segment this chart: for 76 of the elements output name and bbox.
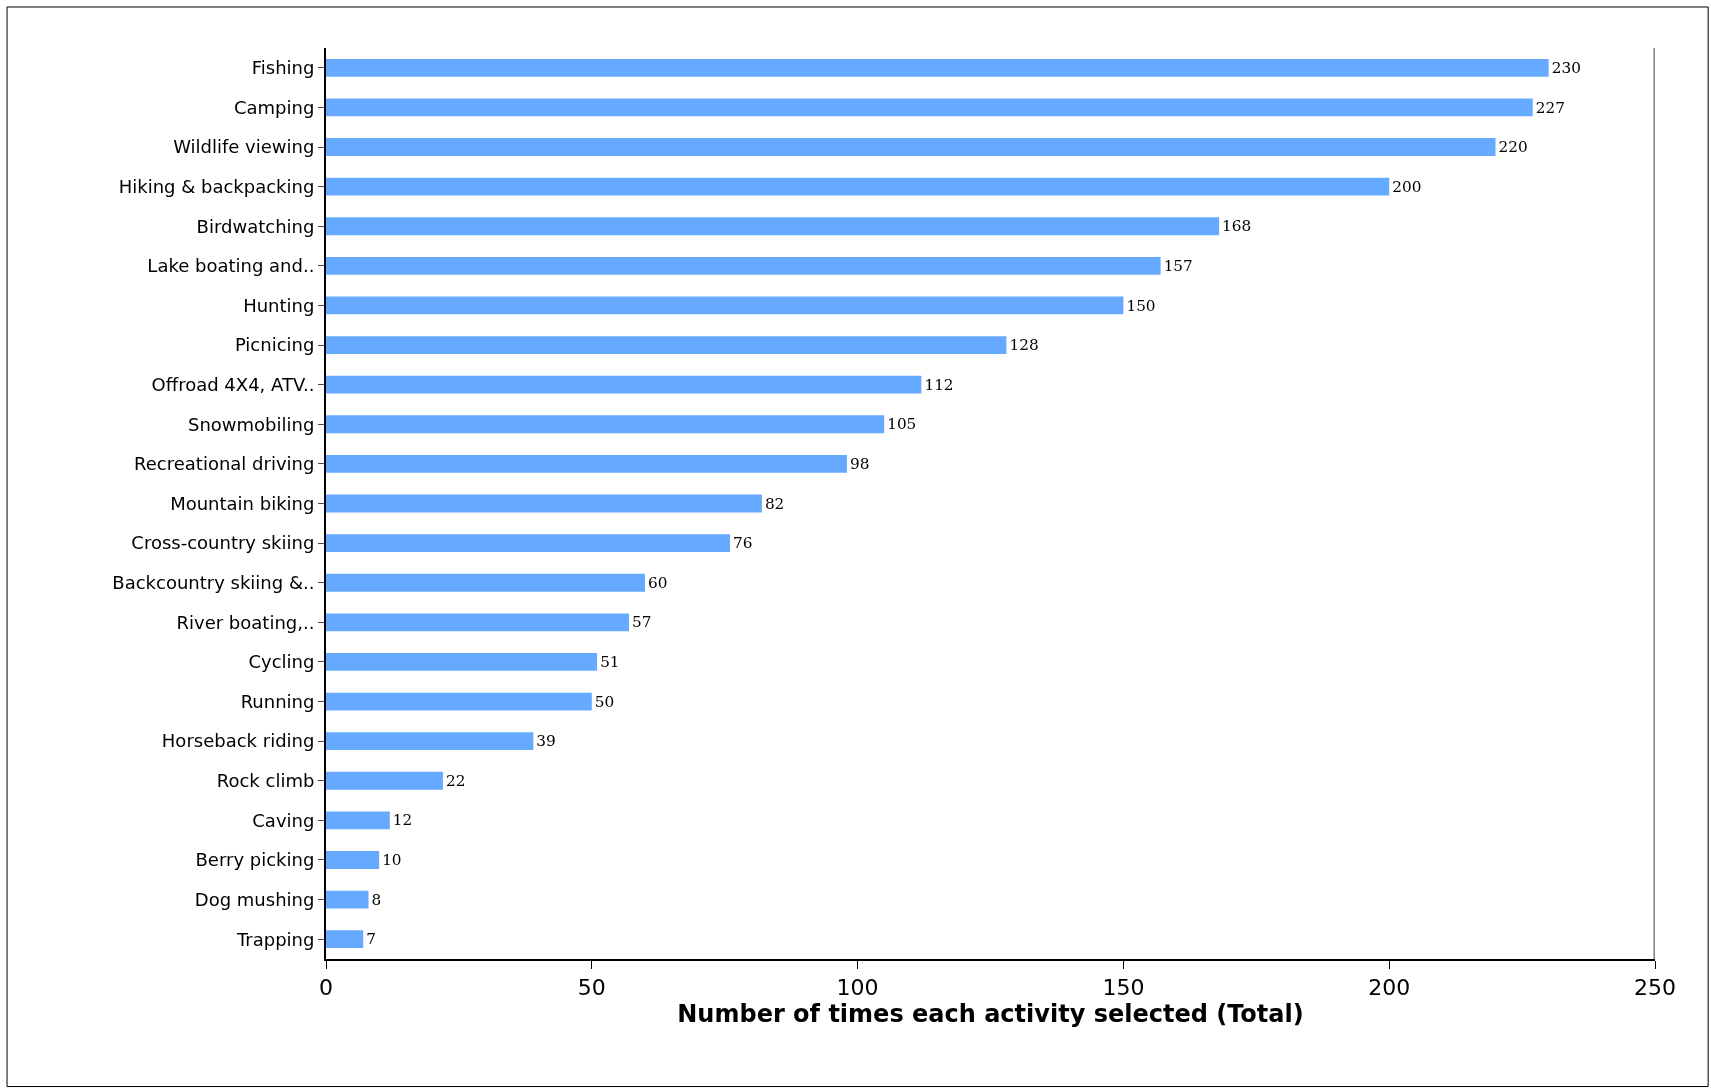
bar [326,653,598,671]
data-label: 39 [536,732,556,751]
bar [326,256,1161,275]
y-tick-label: Backcountry skiing &.. [112,572,315,594]
bar [326,534,731,553]
y-tick-label: Camping [233,96,315,118]
y-tick-label: Birdwatching [196,215,315,237]
data-label: 227 [1535,98,1565,117]
data-label: 8 [371,890,382,909]
x-tick-label: 250 [1634,975,1676,1001]
y-tick-label: Horseback riding [161,730,315,752]
y-tick-label: Trapping [235,928,315,950]
x-tick-label: 100 [836,975,879,1001]
data-label: 200 [1392,177,1422,196]
data-label: 105 [887,415,917,434]
data-label: 157 [1163,256,1193,275]
y-tick-label: Dog mushing [194,888,315,910]
y-tick-label: Lake boating and.. [147,255,315,277]
bar [326,375,922,394]
x-tick-label: 50 [577,975,606,1001]
data-label: 57 [632,613,652,632]
bar [326,732,534,751]
bar [326,851,380,869]
x-tick-label: 150 [1102,975,1145,1001]
y-tick-label: Caving [252,809,315,831]
data-label: 50 [594,692,615,711]
data-label: 51 [600,653,620,672]
bar [326,336,1007,354]
y-tick-label: Wildlife viewing [173,136,315,158]
bar [326,454,847,473]
bar [326,692,592,711]
x-tick-label: 0 [319,975,333,1001]
data-label: 60 [647,573,668,592]
bar [326,494,762,513]
y-tick-label: Fishing [251,57,315,79]
y-tick-label: Recreational driving [134,453,315,475]
data-label: 10 [382,851,402,870]
data-label: 82 [764,494,785,513]
y-tick-label: Running [240,690,315,712]
data-label: 128 [1009,336,1039,355]
y-tick-label: Berry picking [195,849,315,871]
data-label: 7 [366,930,376,949]
bar [326,217,1220,236]
data-label: 230 [1551,58,1581,77]
data-label: 220 [1498,138,1528,157]
data-label: 168 [1222,217,1252,236]
bar [326,177,1390,196]
y-tick-label: River boating,.. [176,611,315,633]
bar [326,415,885,434]
bar [326,771,443,790]
data-label: 150 [1126,296,1156,315]
bar [326,573,645,592]
bar [326,930,364,949]
data-label: 22 [445,771,466,790]
y-tick-label: Mountain biking [170,492,315,514]
x-tick-label: 200 [1368,975,1411,1001]
bar [326,296,1124,315]
x-axis-title: Number of times each activity selected (Total) [677,1000,1304,1029]
y-tick-label: Rock climb [216,770,315,792]
data-label: 76 [733,534,753,553]
bar [326,58,1549,77]
y-tick-label: Snowmobiling [188,413,315,435]
bar [326,98,1533,117]
bar [326,138,1496,156]
bar [326,890,369,909]
y-tick-label: Hunting [243,294,315,316]
y-tick-label: Hiking & backpacking [118,175,315,197]
data-label: 12 [392,811,413,830]
y-tick-label: Offroad 4X4, ATV.. [151,373,315,395]
bar [326,811,390,830]
y-tick-label: Picnicing [234,334,315,356]
y-tick-label: Cycling [248,651,315,673]
y-tick-label: Cross-country skiing [131,532,315,554]
data-label: 112 [924,375,954,394]
data-label: 98 [849,454,870,473]
bar [326,613,630,632]
